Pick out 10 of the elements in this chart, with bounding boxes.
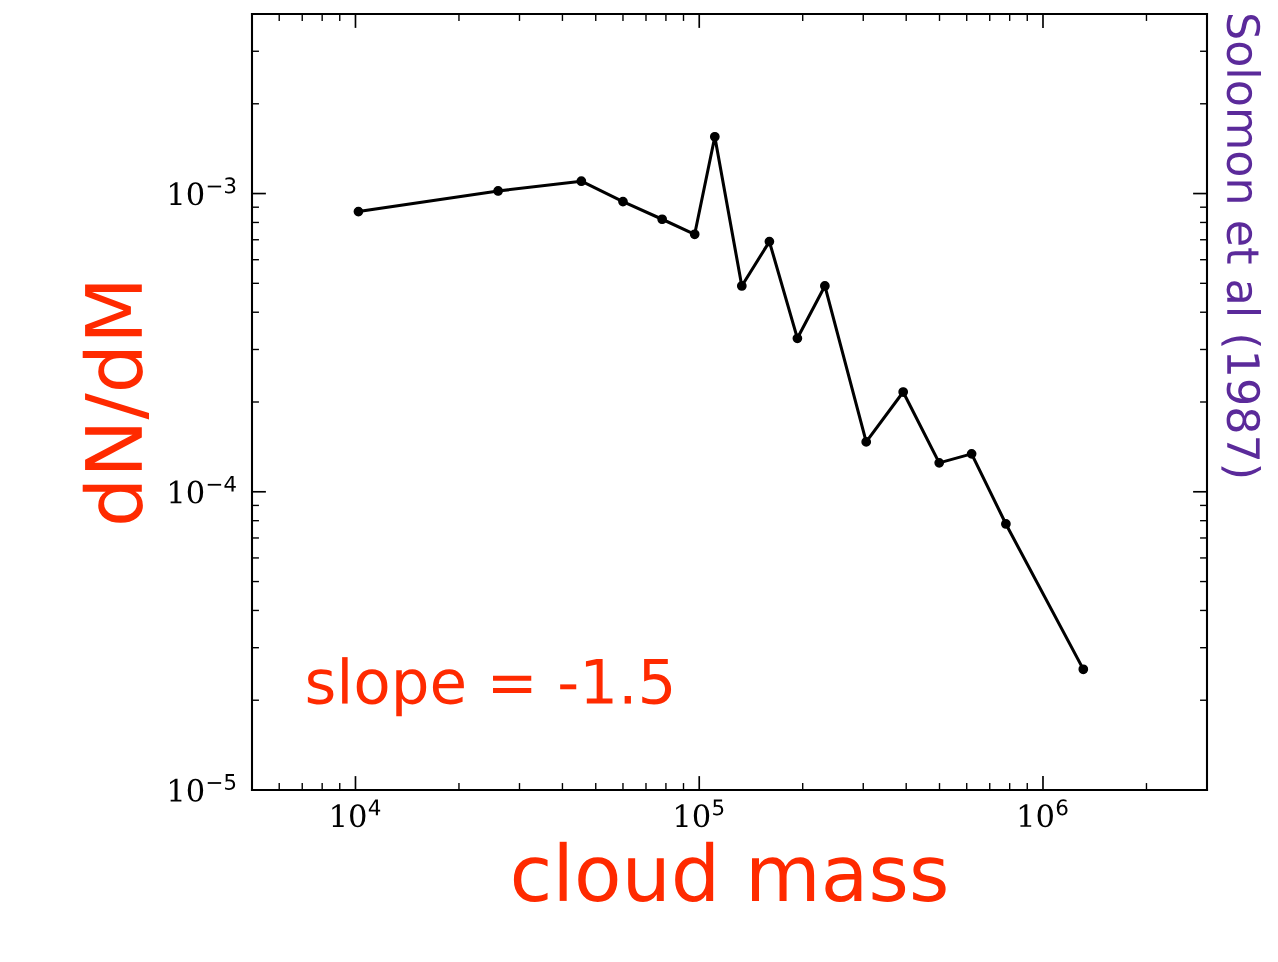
x-tick-label: 10$^{5}$ xyxy=(676,799,724,828)
y-tick-label: 10$^{−5}$ xyxy=(170,774,236,802)
y-tick-label: 10$^{−4}$ xyxy=(170,475,236,504)
annotation: slope = -1.5 xyxy=(307,657,672,717)
x-tick-label: 10$^{6}$ xyxy=(1019,799,1068,828)
x-tick-label: 10$^{4}$ xyxy=(332,799,381,828)
y-axis-title: dN/dM xyxy=(82,284,150,523)
x-axis-title: cloud mass xyxy=(513,841,946,902)
y-tick-label: 10$^{−3}$ xyxy=(170,177,236,206)
text: Solomon et al (1987) xyxy=(1221,14,1262,477)
